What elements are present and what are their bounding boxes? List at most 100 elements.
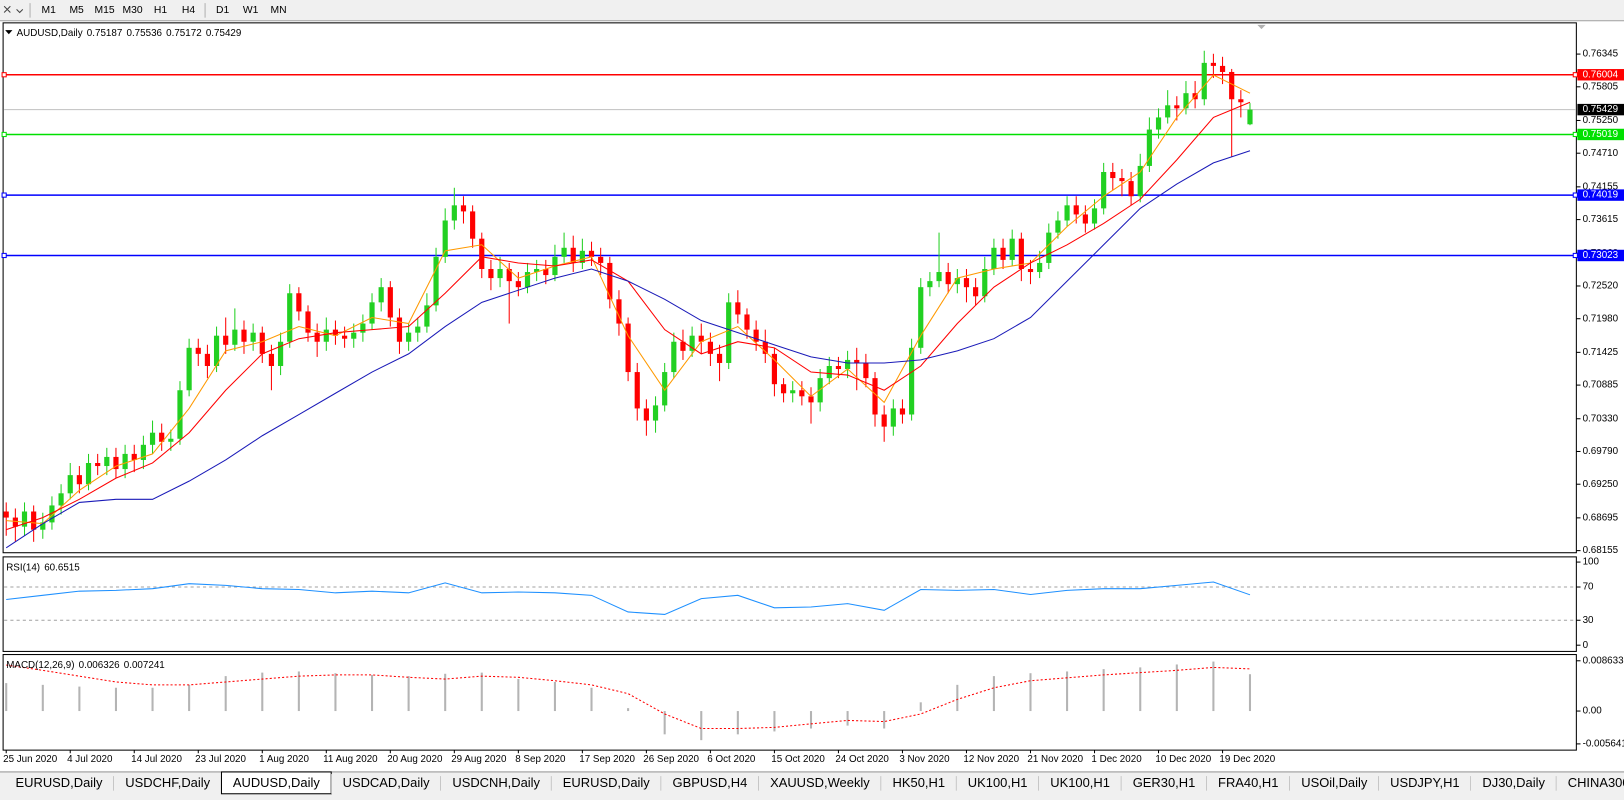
timeframe-label[interactable]: W1 — [243, 5, 259, 16]
candle-body — [378, 287, 384, 303]
x-tick-label: 20 Aug 2020 — [387, 754, 443, 765]
timeframe-button[interactable] — [147, 2, 174, 19]
tab[interactable] — [551, 774, 662, 794]
tab-label[interactable]: DJ30,Daily — [1482, 775, 1545, 790]
tab-label[interactable]: USDCHF,Daily — [125, 775, 210, 790]
tab[interactable] — [956, 774, 1039, 794]
candle-body — [762, 341, 768, 354]
candle-body — [598, 256, 604, 263]
timeframe-label[interactable]: M30 — [123, 5, 143, 16]
candle-body — [890, 408, 896, 427]
candle-body — [927, 281, 933, 288]
tab-label[interactable]: XAUUSD,Weekly — [770, 775, 870, 790]
tab-label[interactable]: UK100,H1 — [968, 775, 1028, 790]
tab[interactable] — [1378, 774, 1472, 794]
tab[interactable] — [440, 774, 552, 794]
timeframe-button[interactable] — [35, 2, 63, 19]
panel-header: AUDUSD,Daily 0.75187 0.75536 0.75172 0.75429 — [17, 28, 242, 39]
x-tick-label: 19 Dec 2020 — [1219, 754, 1275, 765]
tab[interactable] — [4, 774, 114, 794]
candle-body — [854, 359, 860, 363]
candle-body — [1201, 62, 1207, 100]
tab[interactable] — [1038, 774, 1122, 794]
candle-body — [790, 390, 796, 394]
tab[interactable] — [758, 774, 882, 794]
panel-frame — [2, 654, 1577, 751]
tab-label[interactable]: GER30,H1 — [1133, 775, 1196, 790]
tab-label[interactable]: EURUSD,Daily — [563, 775, 650, 790]
timeframe-label[interactable]: M5 — [69, 5, 84, 16]
candle-body — [689, 335, 695, 351]
x-tick-label: 17 Sep 2020 — [579, 754, 635, 765]
timeframe-label[interactable]: D1 — [216, 5, 229, 16]
toolbar-icon[interactable] — [3, 5, 24, 14]
tab[interactable] — [1556, 774, 1624, 794]
y-tick-label: 0 — [1583, 640, 1589, 651]
timeframe-button[interactable] — [175, 2, 202, 19]
timeframe-button[interactable] — [119, 2, 147, 19]
candle-body — [515, 281, 521, 288]
candle-body — [3, 511, 9, 518]
active-tab-label[interactable]: AUDUSD,Daily — [233, 775, 320, 790]
tab[interactable] — [1289, 774, 1379, 794]
candle-body — [159, 432, 165, 442]
tab-label[interactable]: USDCAD,Daily — [343, 775, 430, 790]
tab[interactable] — [331, 774, 441, 794]
timeframe-label[interactable]: M15 — [95, 5, 115, 16]
candle-body — [579, 250, 585, 263]
candle-body — [936, 272, 942, 282]
candle-body — [863, 362, 869, 379]
tab[interactable] — [661, 774, 759, 794]
tab[interactable] — [1471, 774, 1557, 794]
tab[interactable] — [881, 774, 957, 794]
toolbar: M1 M5 M15 M30 H1 H4 D1 W1 MN — [0, 0, 1624, 22]
timeframe-label[interactable]: MN — [271, 5, 287, 16]
tab-label[interactable]: USDCNH,Daily — [452, 775, 540, 790]
timeframe-button[interactable] — [63, 2, 91, 19]
y-tick-label: 0.71425 — [1583, 347, 1619, 358]
current-price-label: 0.75429 — [1583, 104, 1619, 115]
candle-body — [223, 335, 229, 345]
tab[interactable] — [113, 774, 222, 794]
candle-body — [1073, 205, 1079, 215]
candle-body — [58, 493, 64, 506]
tab-label[interactable]: GBPUSD,H4 — [673, 775, 748, 790]
timeframe-label[interactable]: H1 — [154, 5, 167, 16]
candle-body — [643, 408, 649, 421]
timeframe-button[interactable] — [209, 2, 237, 19]
y-tick-label: 0.68155 — [1583, 545, 1619, 556]
timeframe-button[interactable] — [265, 2, 293, 19]
candle-body — [12, 517, 18, 527]
timeframe-label[interactable]: H4 — [182, 5, 195, 16]
candle-body — [21, 511, 28, 527]
candle-body — [241, 329, 247, 342]
header-value: RSI(14) — [6, 562, 40, 573]
tab-label[interactable]: FRA40,H1 — [1218, 775, 1278, 790]
candle-body — [1027, 268, 1034, 273]
candle-body — [1183, 93, 1189, 109]
x-tick-label: 15 Oct 2020 — [771, 754, 825, 765]
tab-label[interactable]: EURUSD,Daily — [16, 775, 103, 790]
tab[interactable] — [1206, 774, 1290, 794]
timeframe-button[interactable] — [91, 2, 119, 19]
tab[interactable] — [1121, 774, 1207, 794]
candle-body — [1082, 214, 1088, 224]
candle-body — [881, 414, 887, 427]
timeframe-label[interactable]: M1 — [41, 5, 56, 16]
level-handle — [1572, 72, 1578, 78]
timeframe-button[interactable] — [237, 2, 265, 19]
candle-body — [506, 268, 512, 282]
tab-label[interactable]: HK50,H1 — [893, 775, 945, 790]
tab-label[interactable]: USOil,Daily — [1301, 775, 1368, 790]
candle-body — [305, 311, 311, 333]
candle-body — [561, 247, 567, 257]
tab-label[interactable]: USDJPY,H1 — [1390, 775, 1459, 790]
x-tick-label: 1 Aug 2020 — [259, 754, 309, 765]
tab[interactable] — [220, 771, 332, 795]
header-value: 0.75187 — [87, 28, 123, 39]
tab-label[interactable]: UK100,H1 — [1050, 775, 1110, 790]
candle-body — [534, 268, 540, 273]
candle-body — [991, 247, 997, 269]
y-tick-label: 0.008633 — [1583, 655, 1624, 666]
